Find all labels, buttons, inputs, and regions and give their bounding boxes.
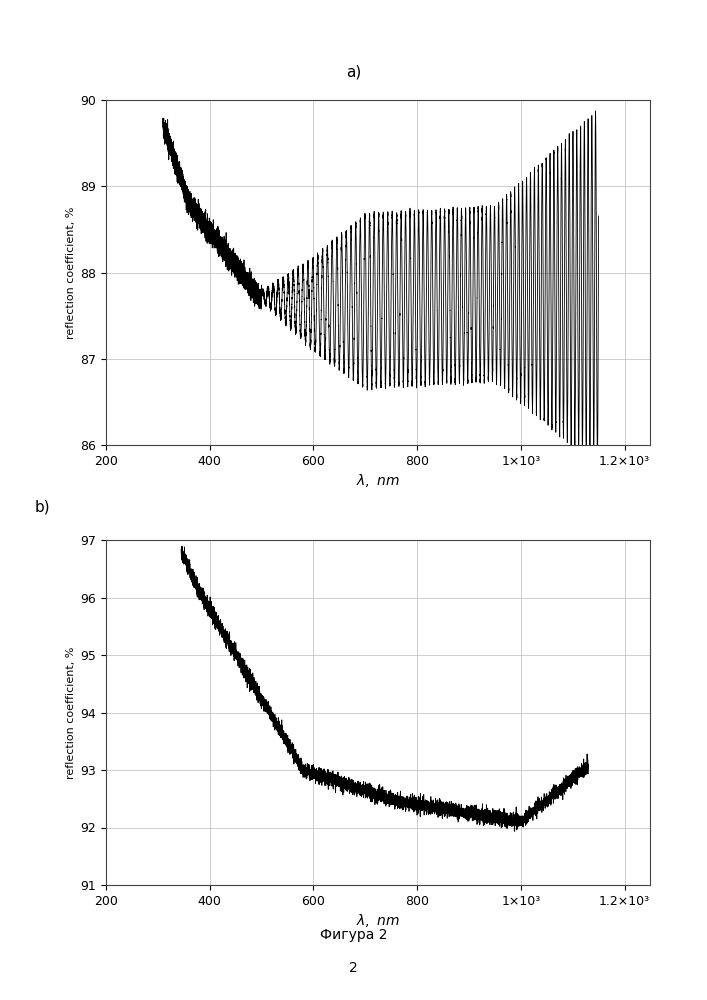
Text: 2: 2 (349, 961, 358, 975)
Y-axis label: reflection coefficient, %: reflection coefficient, % (66, 646, 76, 779)
Text: a): a) (346, 64, 361, 80)
X-axis label: $\lambda$$\mathit{,\ nm}$: $\lambda$$\mathit{,\ nm}$ (356, 912, 400, 929)
Text: Фигура 2: Фигура 2 (320, 928, 387, 942)
Y-axis label: reflection coefficient, %: reflection coefficient, % (66, 206, 76, 339)
Text: b): b) (35, 499, 50, 514)
X-axis label: $\lambda$$\mathit{,\ nm}$: $\lambda$$\mathit{,\ nm}$ (356, 472, 400, 489)
